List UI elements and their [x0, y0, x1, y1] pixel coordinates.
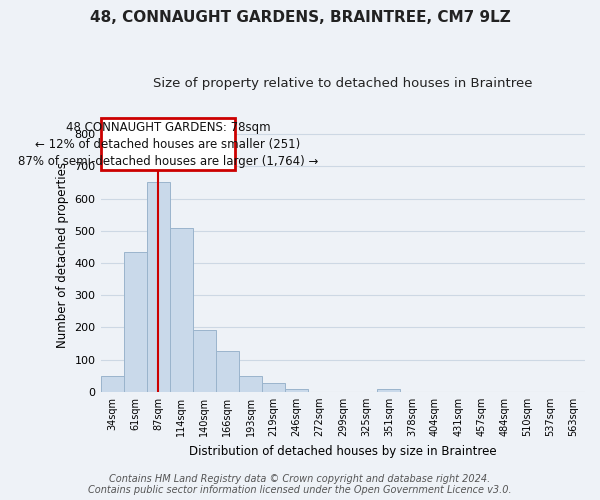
- Text: ← 12% of detached houses are smaller (251): ← 12% of detached houses are smaller (25…: [35, 138, 301, 151]
- Bar: [124, 252, 146, 392]
- Text: 48 CONNAUGHT GARDENS: 78sqm: 48 CONNAUGHT GARDENS: 78sqm: [65, 121, 270, 134]
- Bar: [239, 376, 262, 392]
- Text: Contains public sector information licensed under the Open Government Licence v3: Contains public sector information licen…: [88, 485, 512, 495]
- Bar: [170, 228, 193, 392]
- Bar: [193, 330, 216, 392]
- Bar: [101, 376, 124, 392]
- FancyBboxPatch shape: [101, 118, 235, 170]
- Text: Contains HM Land Registry data © Crown copyright and database right 2024.: Contains HM Land Registry data © Crown c…: [109, 474, 491, 484]
- Bar: [262, 383, 285, 392]
- Text: 87% of semi-detached houses are larger (1,764) →: 87% of semi-detached houses are larger (…: [18, 156, 318, 168]
- X-axis label: Distribution of detached houses by size in Braintree: Distribution of detached houses by size …: [189, 444, 497, 458]
- Bar: [285, 388, 308, 392]
- Bar: [216, 351, 239, 392]
- Text: 48, CONNAUGHT GARDENS, BRAINTREE, CM7 9LZ: 48, CONNAUGHT GARDENS, BRAINTREE, CM7 9L…: [89, 10, 511, 25]
- Bar: [377, 388, 400, 392]
- Y-axis label: Number of detached properties: Number of detached properties: [56, 162, 69, 348]
- Title: Size of property relative to detached houses in Braintree: Size of property relative to detached ho…: [153, 78, 533, 90]
- Bar: [146, 182, 170, 392]
